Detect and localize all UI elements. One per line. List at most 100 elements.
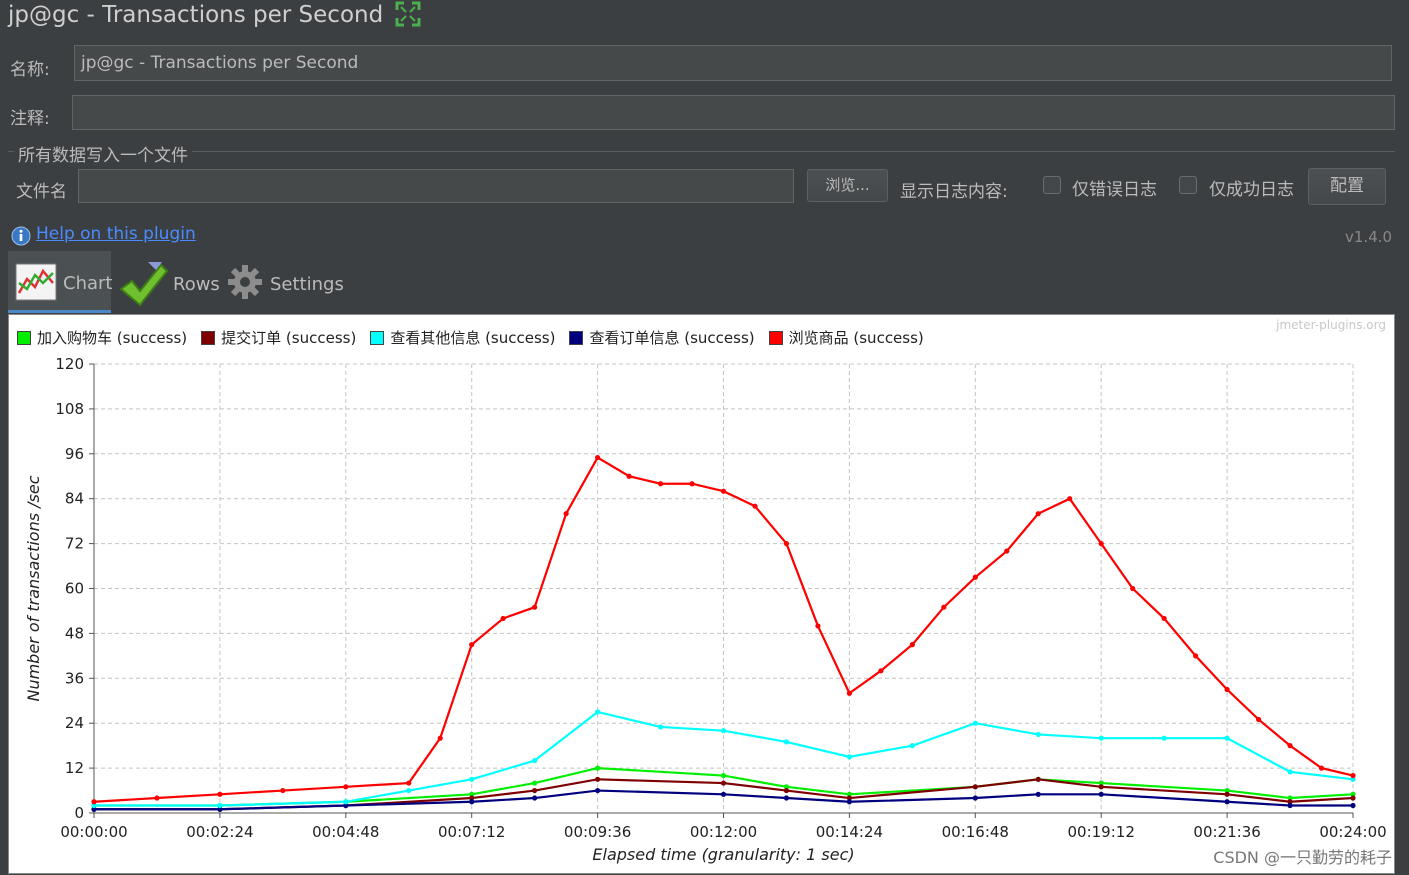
data-point — [563, 511, 569, 517]
chart-legend: 加入购物车 (success) 提交订单 (success) 查看其他信息 (s… — [17, 327, 924, 348]
expand-icon[interactable] — [395, 1, 421, 27]
data-point — [720, 780, 727, 786]
x-tick-label: 00:19:12 — [1068, 823, 1135, 841]
data-point — [783, 541, 790, 547]
data-point — [1350, 802, 1356, 809]
tab-settings-label: Settings — [270, 274, 344, 295]
comment-field[interactable] — [72, 95, 1395, 130]
data-point — [1035, 511, 1041, 517]
chart-plot: 0 12 24 36 48 60 72 84 96 108 120 00:00:00 00:02:24 0… — [24, 355, 1387, 864]
data-point — [1035, 776, 1041, 782]
gear-icon — [228, 265, 262, 299]
name-field-value: jp@gc - Transactions per Second — [81, 53, 359, 73]
data-point — [1287, 802, 1293, 809]
data-point — [815, 623, 821, 629]
data-point — [720, 772, 727, 779]
name-field[interactable]: jp@gc - Transactions per Second — [74, 45, 1392, 81]
data-point — [1161, 615, 1167, 622]
data-point — [720, 728, 727, 734]
configure-button[interactable]: 配置 — [1308, 168, 1386, 205]
data-point — [469, 799, 475, 805]
name-label: 名称: — [10, 60, 50, 80]
y-tick-label: 120 — [55, 355, 84, 373]
data-point — [91, 806, 97, 812]
data-point — [469, 776, 475, 782]
data-point — [595, 454, 601, 461]
legend-label: 查看其他信息 (success) — [390, 329, 556, 347]
x-tick-label: 00:12:00 — [690, 823, 757, 841]
data-point — [972, 574, 978, 580]
data-point — [1067, 496, 1073, 502]
data-point — [1004, 548, 1010, 554]
watermark: CSDN @一只勤劳的耗子 — [1213, 848, 1392, 867]
filename-field[interactable] — [78, 169, 794, 203]
data-point — [1098, 784, 1104, 790]
section-title: 所有数据写入一个文件 — [14, 141, 192, 166]
data-point — [595, 776, 601, 782]
chart-credit: jmeter-plugins.org — [1276, 318, 1386, 332]
x-tick-label: 00:02:24 — [186, 823, 253, 841]
data-point — [1318, 765, 1325, 771]
x-tick-label: 00:21:36 — [1193, 823, 1260, 841]
data-point — [846, 799, 853, 805]
x-tick-label: 00:24:00 — [1319, 823, 1386, 841]
data-point — [846, 795, 853, 801]
chart-panel: 加入购物车 (success) 提交订单 (success) 查看其他信息 (s… — [8, 314, 1395, 874]
tab-chart[interactable]: Chart — [8, 251, 113, 313]
data-point — [532, 780, 538, 786]
data-point — [972, 784, 978, 790]
data-point — [406, 780, 412, 786]
errors-only-checkbox[interactable] — [1043, 176, 1061, 194]
data-point — [1287, 769, 1293, 775]
success-only-checkbox[interactable] — [1179, 176, 1197, 194]
tab-rows-label: Rows — [173, 274, 220, 295]
series-line — [93, 456, 1354, 803]
data-point — [217, 802, 223, 809]
y-tick-label: 60 — [65, 580, 84, 598]
info-icon — [11, 226, 31, 246]
data-point — [783, 739, 790, 745]
data-point — [91, 799, 97, 805]
browse-button[interactable]: 浏览... — [807, 169, 888, 202]
tab-rows[interactable]: Rows — [116, 256, 221, 311]
data-point — [1161, 735, 1167, 741]
data-point — [1287, 795, 1293, 801]
y-tick-label: 12 — [65, 759, 84, 777]
data-point — [469, 791, 475, 797]
data-point — [1035, 791, 1041, 797]
y-tick-label: 84 — [65, 490, 84, 508]
x-tick-label: 00:00:00 — [60, 823, 127, 841]
data-point — [783, 795, 790, 801]
log-content-label: 显示日志内容: — [900, 182, 1008, 202]
legend-item: 查看其他信息 (success) — [370, 327, 555, 348]
legend-swatch — [370, 330, 385, 345]
data-point — [1035, 731, 1041, 738]
legend-swatch — [768, 330, 783, 345]
data-point — [626, 473, 632, 479]
x-tick-label: 00:07:12 — [438, 823, 505, 841]
x-axis-label: Elapsed time (granularity: 1 sec) — [592, 845, 854, 864]
data-point — [343, 784, 349, 790]
data-point — [909, 642, 915, 648]
legend-label: 浏览商品 (success) — [788, 329, 924, 347]
tab-chart-label: Chart — [63, 273, 113, 294]
success-only-label: 仅成功日志 — [1209, 180, 1294, 200]
window-title: jp@gc - Transactions per Second — [8, 2, 384, 28]
section-divider — [8, 151, 1395, 152]
data-point — [1193, 653, 1199, 659]
x-tick-label: 00:04:48 — [312, 823, 379, 841]
data-point — [280, 787, 286, 794]
data-point — [1098, 791, 1104, 797]
y-tick-label: 0 — [74, 804, 84, 822]
y-tick-label: 108 — [55, 400, 84, 418]
data-point — [532, 795, 538, 801]
tab-settings[interactable]: Settings — [226, 256, 344, 311]
data-point — [657, 481, 664, 487]
x-tick-label: 00:14:24 — [816, 823, 883, 841]
data-point — [720, 488, 727, 494]
data-point — [437, 735, 443, 741]
help-link[interactable]: Help on this plugin — [36, 224, 196, 244]
data-point — [154, 795, 160, 801]
legend-swatch — [201, 330, 216, 345]
data-point — [1287, 743, 1293, 749]
